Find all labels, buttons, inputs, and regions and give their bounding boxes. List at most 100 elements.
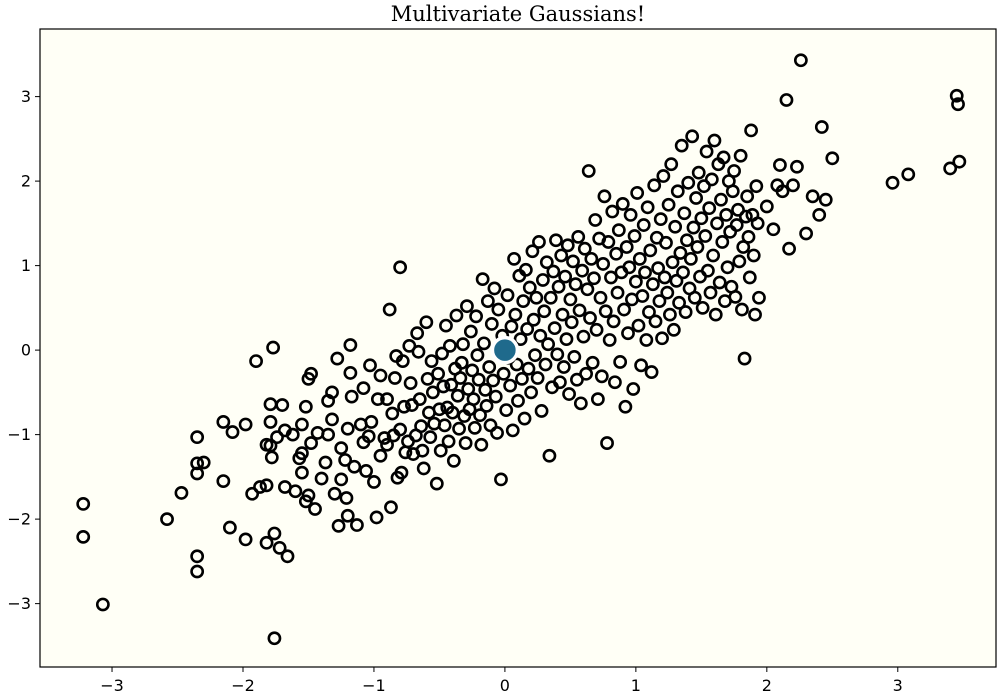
data-point [522, 280, 537, 295]
data-point [600, 436, 614, 450]
data-point [733, 148, 748, 163]
data-point [665, 255, 680, 270]
data-point [605, 204, 620, 219]
data-point [618, 399, 633, 414]
data-point [95, 597, 110, 612]
data-point [729, 218, 744, 232]
data-point [513, 332, 528, 347]
x-tick-label: −2 [231, 676, 255, 695]
x-tick-label: −3 [100, 676, 124, 695]
data-point [563, 292, 578, 307]
data-point [295, 446, 309, 461]
data-point [715, 235, 730, 249]
data-point [253, 480, 267, 494]
data-point [484, 317, 499, 331]
data-point [712, 275, 727, 290]
data-point [325, 412, 339, 427]
data-point [496, 366, 511, 381]
data-point [668, 219, 683, 234]
data-point [340, 508, 355, 523]
data-point [576, 329, 591, 344]
data-point [160, 512, 174, 527]
data-point [630, 186, 645, 200]
data-point [738, 209, 753, 224]
data-point [766, 222, 781, 237]
data-point [790, 159, 804, 174]
data-point [702, 201, 717, 216]
data-point [615, 197, 630, 211]
data-point [321, 427, 336, 442]
data-point [517, 411, 532, 426]
data-point [732, 254, 747, 269]
data-point [387, 371, 402, 385]
data-point [238, 532, 253, 547]
data-point [454, 355, 469, 370]
data-point [805, 189, 820, 204]
data-point [511, 393, 525, 408]
data-point [596, 257, 611, 271]
data-point [564, 315, 579, 330]
data-point [437, 418, 452, 433]
y-tick-label: 1 [21, 256, 31, 275]
data-point [433, 443, 448, 458]
mean-point [490, 335, 520, 365]
data-point [412, 392, 427, 407]
data-point [689, 191, 704, 205]
data-point [577, 241, 592, 256]
data-point [238, 417, 253, 432]
data-point [549, 233, 563, 248]
data-point [542, 448, 557, 463]
data-point [700, 263, 715, 278]
data-point [431, 366, 446, 381]
data-point [347, 459, 362, 474]
data-point [685, 129, 700, 144]
data-point [509, 357, 524, 372]
data-point [748, 307, 762, 322]
data-point [628, 274, 643, 289]
data-point [669, 273, 684, 288]
data-point [812, 208, 827, 222]
data-point [670, 184, 685, 199]
data-point [678, 305, 693, 319]
x-tick-label: 2 [762, 676, 772, 695]
data-point [644, 365, 659, 379]
data-point [304, 366, 318, 381]
data-point [295, 417, 309, 432]
data-point [504, 319, 519, 334]
data-point [432, 402, 447, 417]
data-point [367, 475, 381, 489]
data-point [710, 216, 724, 231]
data-point [639, 333, 654, 347]
data-point [740, 189, 755, 204]
data-point [585, 355, 600, 370]
data-point [216, 415, 231, 429]
data-point [634, 358, 649, 373]
data-point [716, 150, 731, 165]
data-point [515, 371, 529, 386]
data-point [604, 270, 618, 285]
data-point [190, 430, 205, 445]
data-point [742, 270, 757, 285]
data-point [664, 157, 679, 172]
data-point [541, 337, 556, 352]
data-point [674, 138, 689, 153]
data-point [699, 144, 714, 159]
data-point [622, 260, 637, 275]
data-point [573, 396, 588, 411]
data-point [653, 212, 668, 227]
mean-marker-layer [490, 335, 520, 365]
data-point [521, 361, 536, 376]
data-point [384, 500, 398, 515]
data-point [461, 382, 476, 396]
data-point [659, 235, 673, 250]
data-point [443, 338, 457, 353]
data-point [301, 488, 316, 503]
data-point [704, 172, 719, 187]
data-point [414, 419, 428, 434]
data-point [589, 322, 604, 337]
data-point [609, 246, 624, 261]
data-point [466, 392, 481, 407]
data-point [579, 366, 593, 381]
data-point [475, 272, 490, 287]
data-point [741, 229, 756, 244]
